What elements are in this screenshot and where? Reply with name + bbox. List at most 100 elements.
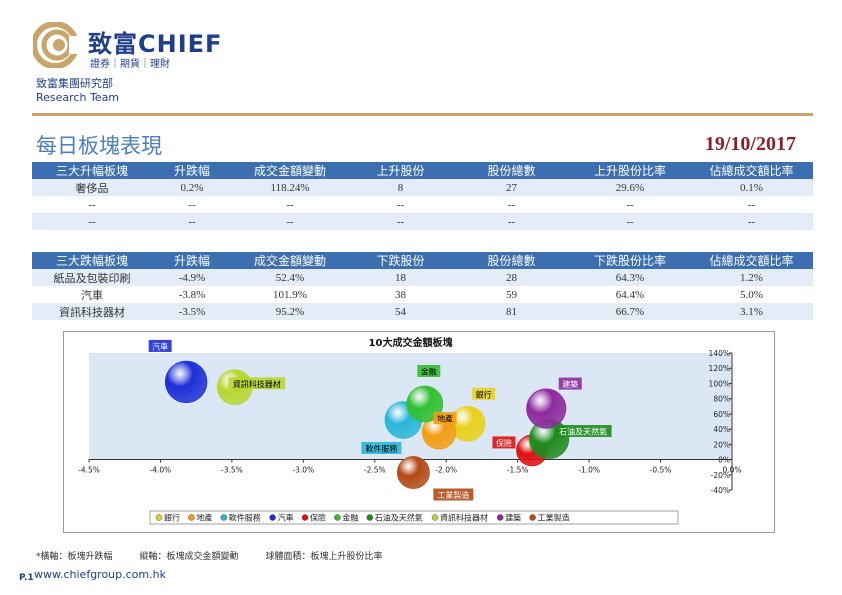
column-header: 佔總成交額比率: [690, 252, 813, 269]
x-tick-label: -3.5%: [221, 466, 243, 475]
table-cell: 18: [348, 269, 453, 286]
bubble-label: 金融: [421, 366, 437, 376]
legend-marker: [366, 514, 373, 521]
table-row: -- -- -- -- -- -- --: [32, 213, 813, 230]
legend-entry: 資訊科技器材: [440, 513, 488, 523]
org-name: 致富集團研究部: [36, 77, 113, 90]
bubble-label-box: [492, 436, 516, 449]
website-link[interactable]: www.chiefgroup.com.hk: [34, 568, 166, 581]
table-cell: 81: [453, 303, 570, 320]
table-cell: --: [690, 213, 813, 230]
table-cell: 101.9%: [232, 286, 348, 303]
x-tick-label: -0.5%: [650, 466, 672, 475]
table-cell: 5.0%: [690, 286, 813, 303]
column-header: 升跌幅: [152, 162, 232, 179]
table-cell: --: [690, 196, 813, 213]
company-logo: 致富CHIEF 證券｜期貨｜理財: [31, 21, 243, 70]
bubble-label-box: [148, 339, 172, 352]
x-tick-label: -1.0%: [578, 466, 600, 475]
table-cell: 64.3%: [570, 269, 690, 286]
table-cell: --: [232, 213, 348, 230]
column-header: 三大升幅板塊: [32, 162, 152, 179]
legend-entry: 地產: [196, 513, 212, 523]
legend-marker: [188, 514, 195, 521]
bubble-label: 汽車: [152, 341, 168, 351]
org-info: 致富集團研究部 Research Team: [36, 77, 119, 105]
legend-entry: 建築: [505, 513, 521, 523]
y-tick-label: 20%: [713, 440, 730, 449]
bubble-label-box: [361, 441, 402, 454]
x-tick-label: -4.0%: [150, 466, 172, 475]
column-header: 股份總數: [453, 252, 570, 269]
brand-tagline: 證券｜期貨｜理財: [90, 59, 170, 70]
table-row: -- -- -- -- -- -- --: [32, 196, 813, 213]
swirl-logo-icon: [31, 21, 85, 69]
bubble-chart-panel: 10大成交金額板塊 -40% -20% 0% 20% 40% 60% 80% 100% 120% 1…: [63, 331, 775, 533]
x-tick-label: -2.0%: [435, 466, 457, 475]
column-header: 升跌幅: [152, 252, 232, 269]
table-cell: --: [453, 196, 570, 213]
bubble-label-box: [433, 488, 474, 501]
table-cell: 52.4%: [232, 269, 348, 286]
bubble-label: 建築: [562, 379, 578, 389]
legend-entry: 軟件服務: [229, 513, 261, 523]
org-team: Research Team: [36, 91, 120, 104]
bubble-label: 石油及天然氣: [559, 427, 607, 437]
table-cell: 95.2%: [232, 303, 348, 320]
table-cell: 66.7%: [570, 303, 690, 320]
x-tick-label: -2.5%: [364, 466, 386, 475]
table-row: 奢侈品 0.2% 118.24% 8 27 29.6% 0.1%: [32, 179, 813, 196]
legend-marker: [529, 514, 536, 521]
legend-marker: [220, 514, 228, 521]
legend-marker: [301, 514, 309, 521]
table-cell: 27: [453, 179, 570, 196]
column-header: 成交金額變動: [232, 162, 348, 179]
table-cell: --: [152, 196, 232, 213]
table-cell: 38: [348, 286, 453, 303]
column-header: 下跌股份比率: [570, 252, 690, 269]
y-tick-label: 80%: [713, 395, 730, 404]
brand-name: 致富CHIEF: [88, 30, 223, 58]
legend-entry: 石油及天然氣: [375, 513, 423, 523]
y-tick-label: -20%: [711, 471, 730, 480]
table-cell: --: [348, 213, 453, 230]
table-cell: 54: [348, 303, 453, 320]
bubble-label-box: [472, 387, 496, 400]
table-cell: 64.4%: [570, 286, 690, 303]
y-tick-label: -40%: [711, 486, 730, 495]
bubble-label-box: [417, 364, 441, 377]
table-row: 汽車 -3.8% 101.9% 38 59 64.4% 5.0%: [32, 286, 813, 303]
table-cell: 59: [453, 286, 570, 303]
column-header: 三大跌幅板塊: [32, 252, 152, 269]
footnote: *橫軸：板塊升跌幅 縱軸：板塊成交金額變動 球體面積：板塊上升股份比率: [36, 552, 383, 562]
table-cell: 118.24%: [232, 179, 348, 196]
table-cell: 汽車: [32, 286, 152, 303]
y-tick-label: 120%: [709, 364, 730, 373]
column-header: 佔總成交額比率: [690, 162, 813, 179]
bubble-3: [164, 360, 208, 404]
table-cell: --: [32, 196, 152, 213]
table-cell: --: [570, 196, 690, 213]
x-tick-label: 0.0%: [722, 466, 741, 475]
table-cell: 0.2%: [152, 179, 232, 196]
table-cell: 3.1%: [690, 303, 813, 320]
x-tick-label: -4.5%: [78, 466, 100, 475]
report-date: 19/10/2017: [704, 133, 796, 155]
table-header-row: 三大跌幅板塊 升跌幅 成交金額變動 下跌股份 股份總數 下跌股份比率 佔總成交額比率: [32, 252, 813, 269]
bubble-label-box: [228, 377, 286, 390]
table-cell: --: [570, 213, 690, 230]
bubble-label: 地產: [437, 414, 453, 424]
x-tick-label: -3.0%: [292, 466, 314, 475]
y-tick-label: 40%: [713, 425, 730, 434]
top-losers-table: 三大跌幅板塊 升跌幅 成交金額變動 下跌股份 股份總數 下跌股份比率 佔總成交額比率 紙品及…: [32, 252, 813, 320]
legend-entry: 金融: [342, 513, 358, 523]
legend-marker: [155, 514, 163, 521]
table-cell: --: [348, 196, 453, 213]
bubble-9: [396, 456, 430, 489]
table-header-row: 三大升幅板塊 升跌幅 成交金額變動 上升股份 股份總數 上升股份比率 佔總成交額比率: [32, 162, 813, 179]
legend-entry: 保險: [310, 513, 326, 523]
table-cell: --: [32, 213, 152, 230]
column-header: 下跌股份: [348, 252, 453, 269]
legend-marker: [431, 514, 439, 521]
legend-box: [149, 510, 679, 525]
